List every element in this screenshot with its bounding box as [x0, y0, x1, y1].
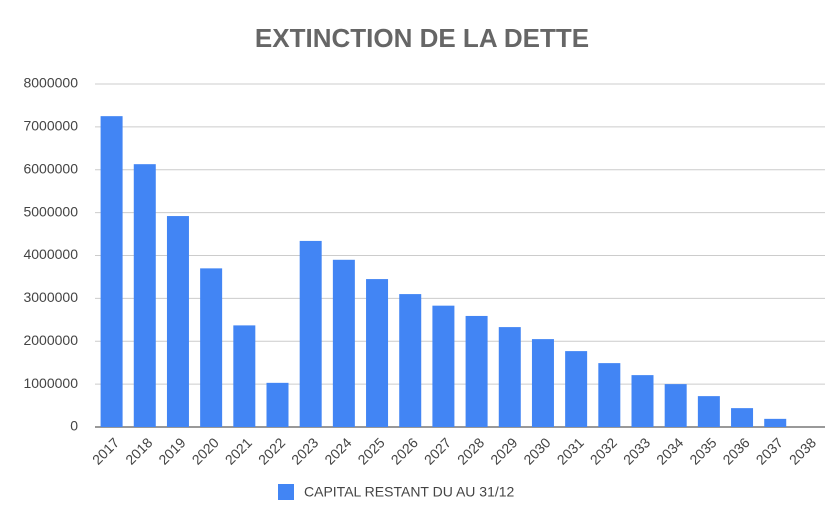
bar — [531, 339, 554, 427]
y-tick-label: 2000000 — [23, 332, 78, 348]
bar — [166, 216, 189, 427]
y-tick-label: 3000000 — [23, 289, 78, 305]
bar — [697, 396, 720, 427]
y-tick-label: 8000000 — [23, 75, 78, 91]
bar — [432, 305, 455, 427]
y-tick-label: 6000000 — [23, 160, 78, 176]
legend-label: CAPITAL RESTANT DU AU 31/12 — [304, 484, 515, 500]
y-tick-label: 1000000 — [23, 375, 78, 391]
bar — [100, 116, 123, 427]
bar — [598, 363, 621, 427]
bar — [664, 384, 687, 427]
y-tick-label: 7000000 — [23, 118, 78, 134]
bar — [133, 164, 156, 427]
y-tick-label: 5000000 — [23, 203, 78, 219]
bar — [764, 418, 787, 427]
legend-swatch — [278, 484, 294, 500]
y-tick-label: 4000000 — [23, 246, 78, 262]
bar — [498, 327, 521, 427]
bar — [299, 240, 322, 427]
bar — [731, 408, 754, 427]
bar — [631, 375, 654, 427]
bar — [200, 268, 223, 427]
bar — [399, 294, 422, 427]
chart-title: EXTINCTION DE LA DETTE — [255, 23, 589, 53]
y-tick-label: 0 — [70, 418, 78, 434]
bar — [332, 259, 355, 427]
bar — [233, 325, 256, 427]
bar — [266, 382, 289, 427]
bar — [565, 351, 588, 427]
bar — [465, 315, 488, 427]
bar — [366, 279, 389, 427]
